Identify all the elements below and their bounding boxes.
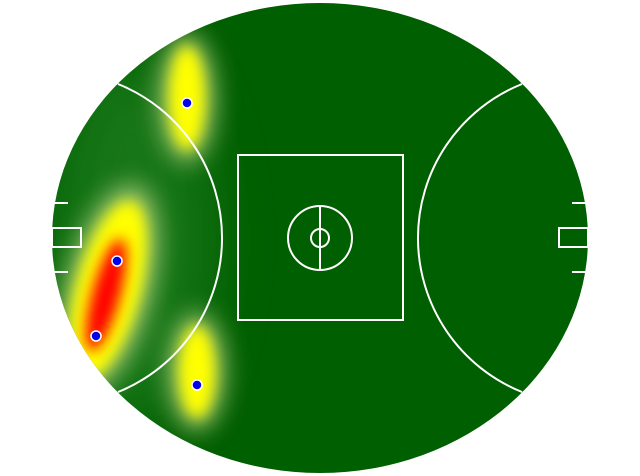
left-arc [117, 83, 223, 393]
left-goal-square [51, 227, 82, 248]
point [111, 255, 123, 267]
right-arc [417, 83, 523, 393]
point [191, 379, 203, 391]
field-lines [51, 83, 589, 393]
heat-blob [179, 326, 215, 418]
heat-core [85, 238, 127, 352]
heat-layer [52, 32, 227, 432]
point [90, 330, 102, 342]
centre-square [237, 154, 404, 321]
points [90, 97, 203, 391]
point [181, 97, 193, 109]
right-goal-square [558, 227, 589, 248]
